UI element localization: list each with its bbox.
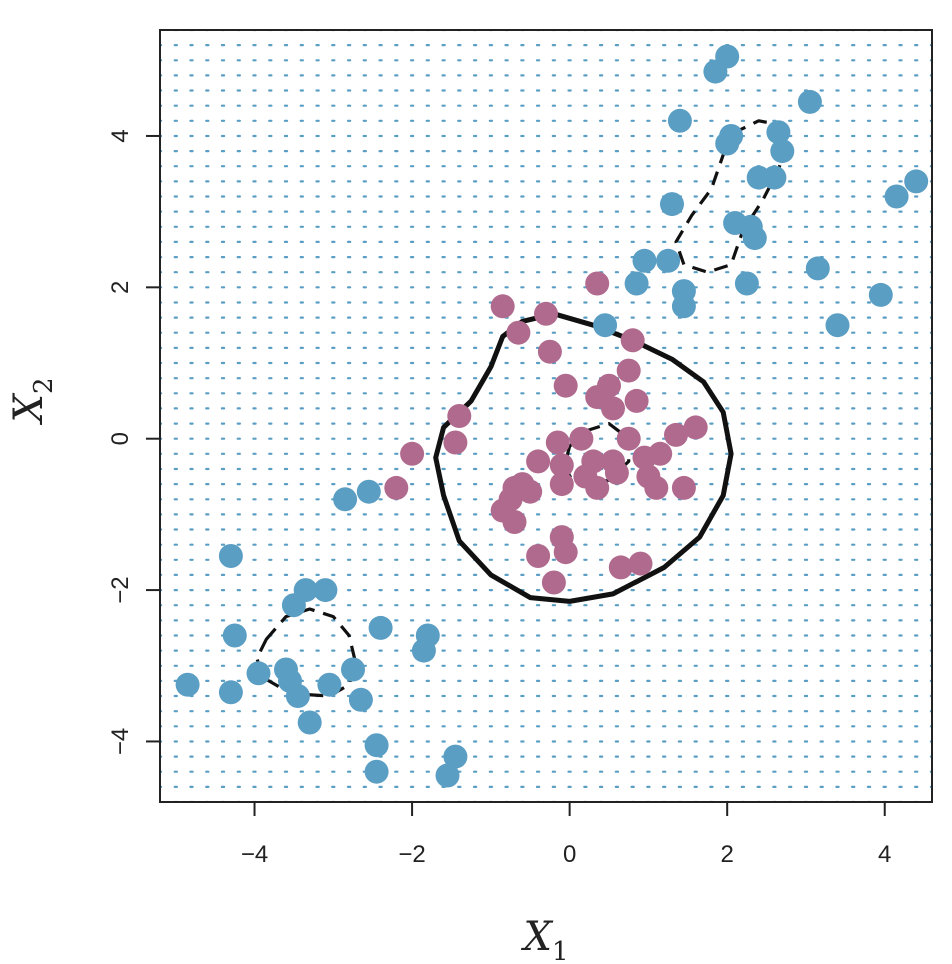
blue-point [218, 544, 243, 568]
blue-point [805, 256, 830, 281]
y-tick-label: −2 [107, 576, 134, 603]
y-axis-title-main: X [6, 393, 52, 426]
x-tick-label: −4 [241, 841, 268, 868]
x-tick-label: 4 [878, 841, 891, 868]
x-tick-label: 2 [721, 841, 734, 868]
x-axis-title: X1 [520, 914, 568, 964]
blue-point [703, 59, 728, 84]
purple-point [447, 404, 472, 428]
blue-point [762, 165, 787, 190]
x-axis-title-main: X [520, 914, 553, 960]
purple-point [683, 415, 708, 440]
y-axis-ticks: −4 −2 0 2 4 [107, 129, 160, 755]
x-tick-label: −2 [398, 841, 425, 868]
blue-point [660, 192, 684, 217]
purple-point [541, 570, 566, 595]
purple-point [400, 441, 425, 466]
blue-point [281, 593, 306, 618]
blue-point [175, 672, 200, 697]
purple-point [526, 544, 551, 568]
blue-point [411, 638, 436, 663]
blue-point [348, 687, 373, 712]
blue-point [341, 657, 365, 682]
blue-point [797, 89, 822, 114]
plot-frame [159, 29, 933, 803]
purple-point [601, 396, 625, 421]
blue-point [443, 744, 468, 769]
purple-point [506, 320, 531, 345]
purple-point [664, 422, 688, 447]
blue-point [333, 487, 358, 512]
blue-point [435, 763, 460, 788]
purple-point [604, 460, 629, 485]
blue-point [364, 733, 389, 758]
data-points [175, 44, 929, 788]
blue-point [715, 131, 740, 156]
x-tick-label: 0 [563, 841, 576, 868]
purple-point [620, 328, 645, 353]
blue-point [285, 684, 310, 708]
purple-point [502, 510, 527, 534]
y-tick-label: −4 [107, 728, 134, 755]
purple-point [534, 301, 558, 326]
purple-point [671, 475, 696, 500]
purple-point [545, 430, 570, 455]
blue-point [313, 578, 338, 603]
y-tick-label: 2 [107, 281, 134, 294]
blue-point [624, 271, 649, 296]
purple-point [518, 479, 543, 504]
blue-point [356, 479, 381, 504]
purple-point [569, 426, 594, 451]
blue-point [656, 248, 681, 273]
blue-point [593, 313, 618, 338]
purple-point [628, 551, 653, 576]
purple-point [585, 271, 610, 296]
purple-point [549, 472, 574, 497]
purple-point [443, 430, 468, 455]
blue-point [632, 248, 657, 273]
purple-point [526, 449, 551, 474]
blue-point [868, 282, 893, 307]
decision-boundary-dashed-3 [255, 607, 357, 698]
purple-point [553, 540, 578, 565]
y-axis-title-subscript: 2 [29, 377, 59, 394]
purple-point [553, 373, 578, 398]
x-axis-ticks: −4 −2 0 2 4 [241, 802, 891, 868]
purple-point [624, 388, 649, 413]
background-dot-grid [160, 30, 932, 802]
y-tick-label: 4 [107, 129, 134, 142]
purple-point [537, 339, 562, 364]
blue-point [368, 615, 393, 640]
blue-point [884, 184, 909, 209]
purple-point [490, 294, 515, 319]
blue-point [671, 294, 696, 319]
blue-point [246, 661, 271, 686]
blue-point [317, 672, 342, 697]
blue-point [904, 169, 929, 194]
purple-point [616, 426, 641, 451]
blue-point [364, 759, 389, 784]
blue-point [825, 313, 850, 338]
blue-point [766, 120, 791, 145]
y-axis-title: X2 [6, 377, 59, 425]
purple-point [549, 453, 574, 478]
blue-point [297, 710, 322, 735]
purple-point [608, 555, 633, 580]
blue-point [667, 108, 692, 133]
blue-point [734, 271, 759, 296]
grid-dots-path [160, 30, 932, 802]
y-tick-label: 0 [107, 432, 134, 445]
blue-point [742, 226, 767, 251]
blue-point [218, 680, 243, 705]
blue-point [222, 623, 247, 648]
blue-point [770, 139, 795, 164]
x-axis-title-subscript: 1 [552, 937, 569, 964]
purple-point [616, 358, 641, 383]
purple-point [384, 475, 409, 500]
purple-point [644, 475, 669, 500]
purple-point [585, 475, 610, 500]
purple-point [648, 441, 673, 466]
